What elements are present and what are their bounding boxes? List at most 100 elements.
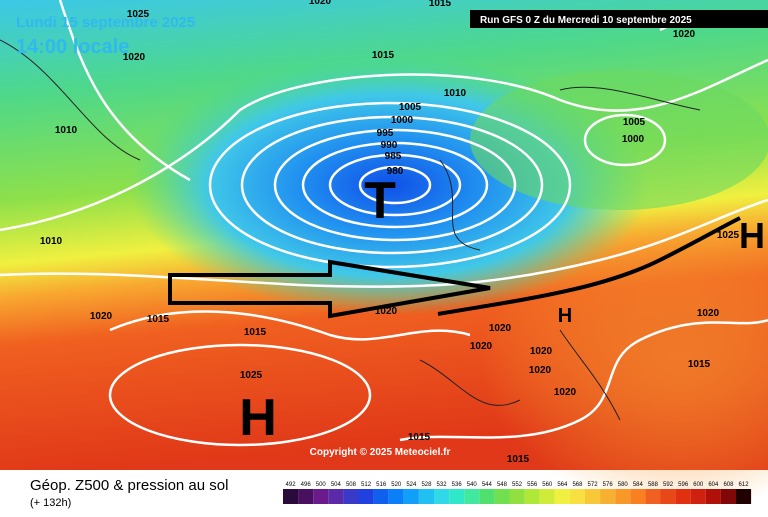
pressure-center: H <box>558 305 572 327</box>
isobar-label: 1015 <box>147 314 170 325</box>
scale-swatch <box>645 489 661 504</box>
scale-label: 556 <box>527 482 538 488</box>
isobar-label: 1025 <box>717 230 740 241</box>
scale-swatch <box>690 489 706 504</box>
pressure-center: T <box>364 172 396 230</box>
isobar-label: 980 <box>387 166 404 177</box>
scale-label: 516 <box>376 482 387 488</box>
isobar-label: 1020 <box>554 387 577 398</box>
scale-swatch <box>539 489 555 504</box>
isobar-label: 1000 <box>622 134 645 145</box>
scale-swatch <box>479 489 495 504</box>
isobar-label: 1025 <box>127 9 150 20</box>
scale-swatch <box>705 489 721 504</box>
scale-label: 560 <box>542 482 553 488</box>
scale-label: 508 <box>346 482 357 488</box>
isobar-label: 1020 <box>529 365 552 376</box>
isobar-label: 1010 <box>55 125 78 136</box>
scale-swatch <box>494 489 510 504</box>
time-label: 14:00 locale <box>16 36 129 58</box>
run-banner <box>470 10 768 28</box>
isobar-label: 1020 <box>470 341 493 352</box>
isobar-label: 1025 <box>240 370 263 381</box>
scale-label: 604 <box>708 482 719 488</box>
scale-label: 576 <box>603 482 614 488</box>
scale-label: 512 <box>361 482 372 488</box>
isobar-label: 1015 <box>244 327 267 338</box>
isobar-label: 1020 <box>375 306 398 317</box>
date-label: Lundi 15 septembre 2025 <box>16 14 195 31</box>
scale-label: 600 <box>693 482 704 488</box>
isobar-label: 1015 <box>429 0 452 9</box>
run-label: Run GFS 0 Z du Mercredi 10 septembre 202… <box>480 15 692 26</box>
scale-swatch <box>283 489 299 504</box>
scale-swatch <box>373 489 389 504</box>
isobar-label: 1020 <box>309 0 332 7</box>
scale-label: 584 <box>633 482 644 488</box>
isobar-label: 1020 <box>673 29 696 40</box>
flow-arrow <box>168 259 491 319</box>
scale-label: 588 <box>648 482 659 488</box>
scale-swatch <box>434 489 450 504</box>
scale-swatch <box>600 489 616 504</box>
scale-swatch <box>569 489 585 504</box>
scale-swatch <box>328 489 344 504</box>
scale-swatch <box>358 489 374 504</box>
scale-swatch <box>675 489 691 504</box>
scale-swatch <box>736 489 752 504</box>
isobar-label: 1020 <box>489 323 512 334</box>
pressure-center: H <box>239 389 277 447</box>
scale-label: 608 <box>723 482 734 488</box>
scale-swatch <box>585 489 601 504</box>
scale-label: 580 <box>618 482 629 488</box>
scale-label: 592 <box>663 482 674 488</box>
scale-swatch <box>403 489 419 504</box>
scale-label: 544 <box>482 482 493 488</box>
scale-label: 572 <box>588 482 599 488</box>
isobar-label: 1010 <box>40 236 63 247</box>
scale-label: 564 <box>557 482 568 488</box>
pressure-center: H <box>739 215 765 256</box>
scale-label: 536 <box>452 482 463 488</box>
isobar-label: 1015 <box>507 454 530 465</box>
legend-title: Géop. Z500 & pression au sol <box>30 477 228 494</box>
scale-swatch <box>615 489 631 504</box>
scale-swatch <box>720 489 736 504</box>
isobar-label: 1020 <box>123 52 146 63</box>
isobar-label: 1015 <box>372 50 395 61</box>
scale-swatch <box>660 489 676 504</box>
isobar-label: 1015 <box>408 432 431 443</box>
scale-label: 524 <box>406 482 417 488</box>
scale-label: 532 <box>437 482 448 488</box>
scale-swatch <box>449 489 465 504</box>
legend-lead: (+ 132h) <box>30 497 71 509</box>
scale-label: 504 <box>331 482 342 488</box>
scale-label: 528 <box>421 482 432 488</box>
scale-label: 552 <box>512 482 523 488</box>
isobar-label: 1020 <box>530 346 553 357</box>
front-line <box>437 216 741 316</box>
scale-swatch <box>464 489 480 504</box>
isobar-label: 1005 <box>623 117 646 128</box>
scale-swatch <box>298 489 314 504</box>
isobar-label: 1000 <box>391 115 414 126</box>
scale-label: 500 <box>316 482 327 488</box>
scale-swatch <box>313 489 329 504</box>
isobar-label: 1010 <box>444 88 467 99</box>
isobar-label: 990 <box>381 140 398 151</box>
coastlines <box>0 39 701 421</box>
copyright: Copyright © 2025 Meteociel.fr <box>310 447 451 458</box>
scale-label: 540 <box>467 482 478 488</box>
isobar-label: 1020 <box>90 311 113 322</box>
isobar-label: 1015 <box>688 359 711 370</box>
scale-swatch <box>388 489 404 504</box>
scale-swatch <box>630 489 646 504</box>
scale-label: 492 <box>286 482 297 488</box>
scale-swatch <box>343 489 359 504</box>
scale-label: 596 <box>678 482 689 488</box>
scale-label: 520 <box>391 482 402 488</box>
scale-label: 496 <box>301 482 312 488</box>
isobar-label: 995 <box>377 128 394 139</box>
scale-label: 548 <box>497 482 508 488</box>
